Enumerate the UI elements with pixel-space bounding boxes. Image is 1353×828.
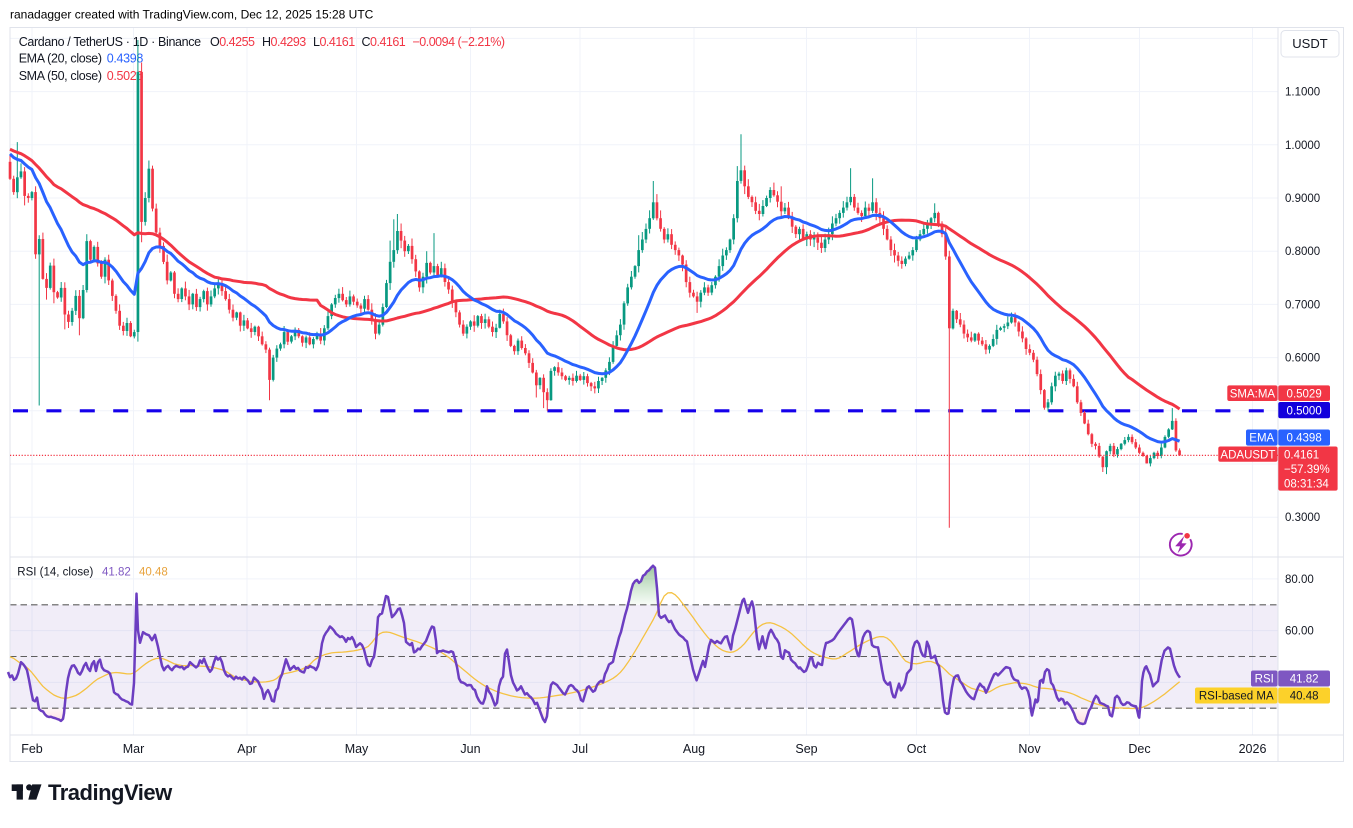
svg-text:0.7000: 0.7000: [1285, 299, 1320, 311]
svg-text:0.5000: 0.5000: [1287, 405, 1322, 417]
svg-text:0.4161: 0.4161: [1284, 450, 1319, 462]
svg-text:Mar: Mar: [123, 742, 145, 756]
svg-text:1.0000: 1.0000: [1285, 140, 1320, 152]
svg-text:Nov: Nov: [1018, 742, 1041, 756]
svg-text:Apr: Apr: [237, 742, 256, 756]
svg-text:Dec: Dec: [1128, 742, 1150, 756]
svg-text:08:31:34: 08:31:34: [1284, 479, 1329, 491]
svg-text:0.3000: 0.3000: [1285, 512, 1320, 524]
svg-text:40.48: 40.48: [1290, 691, 1319, 703]
svg-text:60.00: 60.00: [1285, 626, 1314, 638]
svg-text:Feb: Feb: [21, 742, 43, 756]
svg-text:EMA: EMA: [1249, 433, 1274, 445]
svg-text:−0.0094 (−2.21%): −0.0094 (−2.21%): [413, 35, 505, 49]
svg-text:0.4398: 0.4398: [1287, 433, 1322, 445]
svg-text:0.5029: 0.5029: [1287, 388, 1322, 400]
svg-text:USDT: USDT: [1292, 36, 1327, 51]
svg-text:41.82: 41.82: [102, 567, 131, 579]
svg-text:May: May: [345, 742, 369, 756]
svg-text:RSI: RSI: [1255, 674, 1274, 686]
svg-text:ADAUSDT: ADAUSDT: [1220, 449, 1275, 461]
svg-text:EMA (20, close) 0.4398: EMA (20, close) 0.4398: [19, 52, 144, 66]
svg-text:40.48: 40.48: [139, 567, 168, 579]
svg-text:−57.39%: −57.39%: [1284, 464, 1330, 476]
svg-text:Aug: Aug: [683, 742, 705, 756]
svg-text:SMA (50, close) 0.5026: SMA (50, close) 0.5026: [19, 69, 144, 83]
svg-text:2026: 2026: [1239, 742, 1267, 756]
svg-text:TradingView: TradingView: [48, 780, 173, 805]
svg-text:H0.4293: H0.4293: [262, 35, 306, 49]
svg-text:Jun: Jun: [460, 742, 480, 756]
svg-text:L0.4161: L0.4161: [313, 35, 355, 49]
svg-text:Cardano / TetherUS · 1D · Bina: Cardano / TetherUS · 1D · Binance: [19, 35, 201, 49]
svg-text:Oct: Oct: [907, 742, 927, 756]
svg-text:C0.4161: C0.4161: [362, 35, 406, 49]
svg-text:RSI-based MA: RSI-based MA: [1199, 691, 1274, 703]
svg-text:Jul: Jul: [572, 742, 588, 756]
svg-text:SMA:MA: SMA:MA: [1230, 388, 1276, 400]
svg-text:0.6000: 0.6000: [1285, 353, 1320, 365]
svg-text:1.1000: 1.1000: [1285, 87, 1320, 99]
svg-text:41.82: 41.82: [1290, 674, 1319, 686]
svg-text:RSI (14, close): RSI (14, close): [17, 567, 93, 579]
svg-text:ranadagger created with Tradin: ranadagger created with TradingView.com,…: [10, 8, 374, 22]
svg-text:0.9000: 0.9000: [1285, 193, 1320, 205]
svg-text:80.00: 80.00: [1285, 574, 1314, 586]
svg-text:Sep: Sep: [795, 742, 817, 756]
svg-text:O0.4255: O0.4255: [210, 35, 255, 49]
svg-text:0.8000: 0.8000: [1285, 246, 1320, 258]
